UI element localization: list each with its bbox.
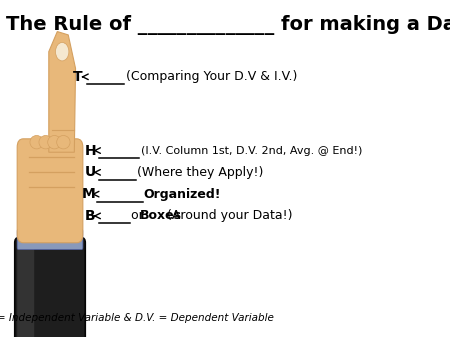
FancyBboxPatch shape bbox=[15, 238, 85, 338]
Text: M: M bbox=[81, 187, 95, 201]
Polygon shape bbox=[49, 31, 76, 152]
Text: *I.V. = Independent Variable & D.V. = Dependent Variable: *I.V. = Independent Variable & D.V. = De… bbox=[0, 313, 274, 323]
Text: Boxes: Boxes bbox=[140, 210, 182, 222]
Text: T: T bbox=[73, 70, 83, 84]
Text: U: U bbox=[85, 165, 96, 179]
Text: H: H bbox=[84, 144, 96, 158]
Text: or: or bbox=[131, 210, 148, 222]
Ellipse shape bbox=[48, 136, 61, 149]
FancyBboxPatch shape bbox=[17, 230, 83, 249]
Text: (I.V. Column 1st, D.V. 2nd, Avg. @ End!): (I.V. Column 1st, D.V. 2nd, Avg. @ End!) bbox=[141, 146, 362, 155]
Text: (Around your Data!): (Around your Data!) bbox=[163, 210, 292, 222]
FancyBboxPatch shape bbox=[17, 241, 34, 338]
FancyBboxPatch shape bbox=[17, 139, 83, 243]
Ellipse shape bbox=[30, 136, 43, 149]
Text: The Rule of ______________ for making a Data Table!: The Rule of ______________ for making a … bbox=[6, 15, 450, 35]
Ellipse shape bbox=[39, 136, 52, 149]
Text: (Comparing Your D.V & I.V.): (Comparing Your D.V & I.V.) bbox=[126, 70, 297, 83]
Text: (Where they Apply!): (Where they Apply!) bbox=[137, 166, 263, 179]
Ellipse shape bbox=[57, 136, 70, 149]
Text: B: B bbox=[85, 209, 95, 223]
Text: Organized!: Organized! bbox=[144, 188, 221, 201]
Ellipse shape bbox=[55, 43, 69, 61]
